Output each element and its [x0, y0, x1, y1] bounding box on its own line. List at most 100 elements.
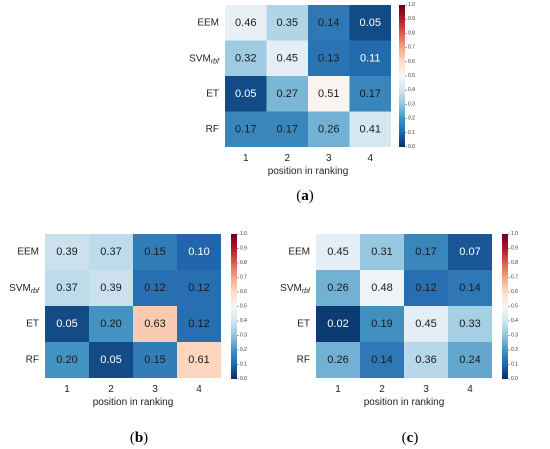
cell-value-label: 0.12: [415, 282, 436, 294]
cell-value-label: 0.39: [100, 282, 121, 294]
colorbar: [502, 234, 508, 379]
colorbar-tick-label: 0.8: [408, 30, 415, 36]
cell-value-label: 0.37: [56, 282, 77, 294]
heatmap-cell-r1-c2: [360, 234, 404, 270]
cell-value-label: 0.45: [415, 318, 436, 330]
heatmap-cell-r2-c3: [308, 40, 350, 76]
column-label-4: 4: [367, 153, 373, 164]
cell-value-label: 0.20: [56, 354, 77, 366]
cell-value-label: 0.19: [371, 318, 392, 330]
heatmap-cell-r3-c4: [349, 76, 391, 112]
cell-value-label: 0.27: [277, 88, 298, 100]
colorbar-tick-label: 0.8: [240, 260, 247, 266]
panel-label: (a): [296, 188, 314, 204]
heatmap-cell-r1-c3: [133, 234, 177, 270]
colorbar-tick-label: 0.4: [240, 318, 247, 324]
heatmap-cell-r3-c4: [177, 306, 221, 342]
cell-value-label: 0.17: [415, 246, 436, 258]
colorbar-tick-label: 0.8: [511, 260, 518, 266]
row-label-eem: EEM: [288, 247, 310, 258]
column-label-2: 2: [108, 384, 114, 395]
heatmap-cell-r1-c1: [225, 5, 267, 41]
colorbar-tick-label: 1.0: [240, 231, 247, 237]
column-label-3: 3: [152, 384, 158, 395]
cell-value-label: 0.46: [235, 17, 256, 29]
row-label-et: ET: [26, 319, 39, 330]
heatmap-cell-r3-c1: [45, 306, 89, 342]
colorbar-tick-label: 0.5: [511, 304, 518, 310]
cell-value-label: 0.17: [277, 123, 298, 135]
colorbar-tick-label: 0.3: [240, 333, 247, 339]
heatmap-cell-r2-c4: [177, 270, 221, 306]
colorbar-tick-label: 0.2: [408, 116, 415, 122]
colorbar-tick-label: 0.5: [408, 73, 415, 79]
colorbar-tick-label: 0.1: [408, 130, 415, 136]
heatmap-cell-r3-c2: [266, 76, 308, 112]
heatmap-cell-r1-c1: [316, 234, 360, 270]
cell-value-label: 0.17: [235, 123, 256, 135]
cell-value-label: 0.12: [188, 282, 209, 294]
row-label-svm: SVMrbf: [280, 283, 311, 295]
heatmap-panel-2: 0.39 0.37 0.15 0.100.37 0.39 0.12 0.120.05 0.20…: [9, 231, 247, 446]
cell-value-label: 0.15: [144, 354, 165, 366]
column-label-1: 1: [243, 153, 249, 164]
cell-value-label: 0.12: [144, 282, 165, 294]
row-label-svm: SVMrbf: [189, 53, 220, 65]
heatmap-cell-r4-c4: [349, 111, 391, 147]
colorbar-tick-label: 0.3: [511, 333, 518, 339]
cell-value-label: 0.31: [371, 246, 392, 258]
x-axis-label: position in ranking: [268, 166, 349, 177]
row-label-eem: EEM: [17, 247, 39, 258]
cell-value-label: 0.63: [144, 318, 165, 330]
colorbar-tick-label: 0.1: [240, 362, 247, 368]
heatmap-cell-r4-c1: [316, 342, 360, 378]
colorbar-tick-label: 0.9: [511, 246, 518, 252]
heatmap-cell-r3-c3: [404, 306, 448, 342]
colorbar-tick-label: 0.2: [240, 347, 247, 353]
heatmap-cell-r4-c2: [360, 342, 404, 378]
cell-value-label: 0.51: [318, 88, 339, 100]
heatmap-cell-r1-c4: [177, 234, 221, 270]
heatmap-cell-r2-c4: [349, 40, 391, 76]
colorbar-tick-label: 0.4: [408, 87, 415, 93]
cell-value-label: 0.05: [360, 17, 381, 29]
cell-value-label: 0.07: [459, 246, 480, 258]
cell-value-label: 0.13: [318, 52, 339, 64]
colorbar-tick-label: 0.9: [408, 16, 415, 22]
cell-value-label: 0.10: [188, 246, 209, 258]
column-label-1: 1: [64, 384, 70, 395]
heatmap-cell-r1-c3: [404, 234, 448, 270]
row-label-et: ET: [297, 319, 310, 330]
cell-value-label: 0.26: [318, 123, 339, 135]
heatmap-cell-r3-c3: [133, 306, 177, 342]
cell-value-label: 0.39: [56, 246, 77, 258]
heatmap-cell-r1-c2: [89, 234, 133, 270]
heatmap-panel-3: 0.45 0.31 0.17 0.070.26 0.48 0.12 0.140.02 0.19…: [280, 231, 518, 446]
row-label-rf: RF: [297, 355, 310, 366]
heatmap-cell-r2-c1: [316, 270, 360, 306]
colorbar-tick-label: 0.6: [408, 59, 415, 65]
cell-value-label: 0.14: [459, 282, 480, 294]
cell-value-label: 0.15: [144, 246, 165, 258]
colorbar-tick-label: 0.0: [240, 376, 247, 382]
column-label-4: 4: [196, 384, 202, 395]
heatmap-cell-r4-c4: [448, 342, 492, 378]
colorbar-tick-label: 1.0: [511, 231, 518, 237]
colorbar-tick-label: 0.1: [511, 362, 518, 368]
heatmap-cell-r3-c1: [316, 306, 360, 342]
heatmap-cell-r4-c4: [177, 342, 221, 378]
cell-value-label: 0.05: [56, 318, 77, 330]
row-label-rf: RF: [206, 124, 219, 135]
heatmap-cell-r3-c2: [89, 306, 133, 342]
heatmap-cell-r4-c1: [225, 111, 267, 147]
row-label-rf: RF: [26, 355, 39, 366]
colorbar-tick-label: 0.0: [511, 376, 518, 382]
heatmap-cell-r2-c3: [133, 270, 177, 306]
heatmap-cell-r3-c4: [448, 306, 492, 342]
cell-value-label: 0.02: [327, 318, 348, 330]
x-axis-label: position in ranking: [93, 397, 174, 408]
colorbar-tick-label: 0.7: [511, 275, 518, 281]
heatmap-cell-r2-c3: [404, 270, 448, 306]
column-label-3: 3: [423, 384, 429, 395]
panel-label: (c): [402, 430, 419, 446]
